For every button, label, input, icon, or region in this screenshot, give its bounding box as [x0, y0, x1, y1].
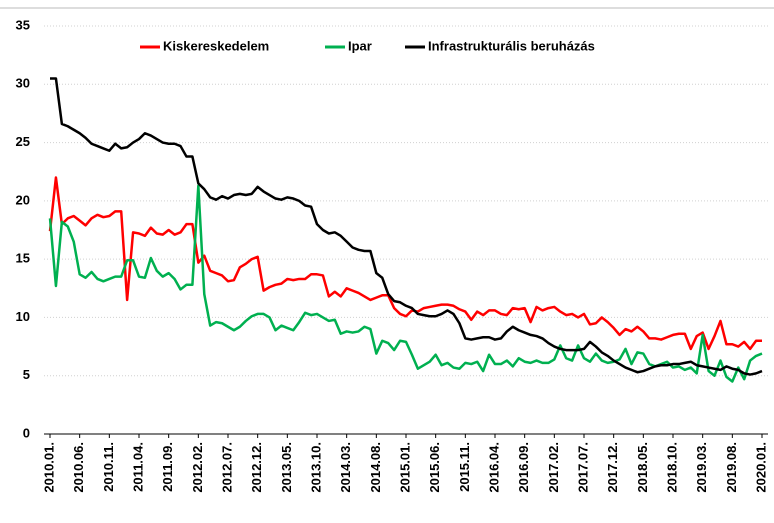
x-tick-label: 2018.10.: [664, 442, 679, 493]
x-tick-label: 2010.11.: [101, 442, 116, 492]
x-tick-label: 2017.07.: [575, 442, 590, 493]
x-tick-label: 2013.05.: [279, 442, 294, 493]
x-tick-label: 2010.06.: [71, 442, 86, 493]
y-tick-label: 30: [16, 76, 30, 91]
legend-label: Ipar: [348, 38, 372, 53]
y-tick-label: 10: [16, 309, 30, 324]
x-tick-label: 2011.09.: [160, 442, 175, 492]
x-tick-label: 2016.09.: [516, 442, 531, 493]
x-tick-label: 2011.04.: [130, 442, 145, 492]
y-tick-label: 20: [16, 192, 30, 207]
y-tick-label: 0: [23, 425, 30, 440]
line-series: [48, 176, 762, 351]
x-tick-label: 2012.02.: [190, 442, 205, 493]
y-tick-label: 25: [16, 134, 30, 149]
x-tick-label: 2019.03.: [694, 442, 709, 493]
x-tick-label: 2015.06.: [427, 442, 442, 493]
x-tick-label: 2014.03.: [338, 442, 353, 493]
x-tick-label: 2012.12.: [249, 442, 264, 493]
x-tick-label: 2013.10.: [308, 442, 323, 493]
line-series: [50, 77, 763, 376]
x-tick-label: 2017.02.: [546, 442, 561, 493]
x-tick-label: 2020.01.: [753, 442, 768, 493]
x-tick-label: 2018.05.: [635, 442, 650, 493]
x-tick-label: 2019.08.: [724, 442, 739, 493]
x-tick-label: 2015.01.: [397, 442, 412, 493]
x-tick-label: 2017.12.: [605, 442, 620, 493]
y-tick-label: 15: [16, 251, 30, 266]
y-tick-label: 5: [23, 367, 30, 382]
x-tick-label: 2012.07.: [219, 442, 234, 493]
line-series: [48, 184, 763, 383]
legend-label: Infrastrukturális beruházás: [428, 38, 595, 53]
x-tick-label: 2014.08.: [368, 442, 383, 493]
x-tick-label: 2016.04.: [486, 442, 501, 493]
y-tick-label: 35: [16, 17, 30, 32]
x-tick-label: 2015.11.: [457, 442, 472, 492]
legend-label: Kiskereskedelem: [163, 38, 269, 53]
x-tick-label: 2010.01.: [41, 442, 56, 493]
legend: Kiskereskedelem Ipar Infrastrukturális ber…: [140, 38, 595, 53]
